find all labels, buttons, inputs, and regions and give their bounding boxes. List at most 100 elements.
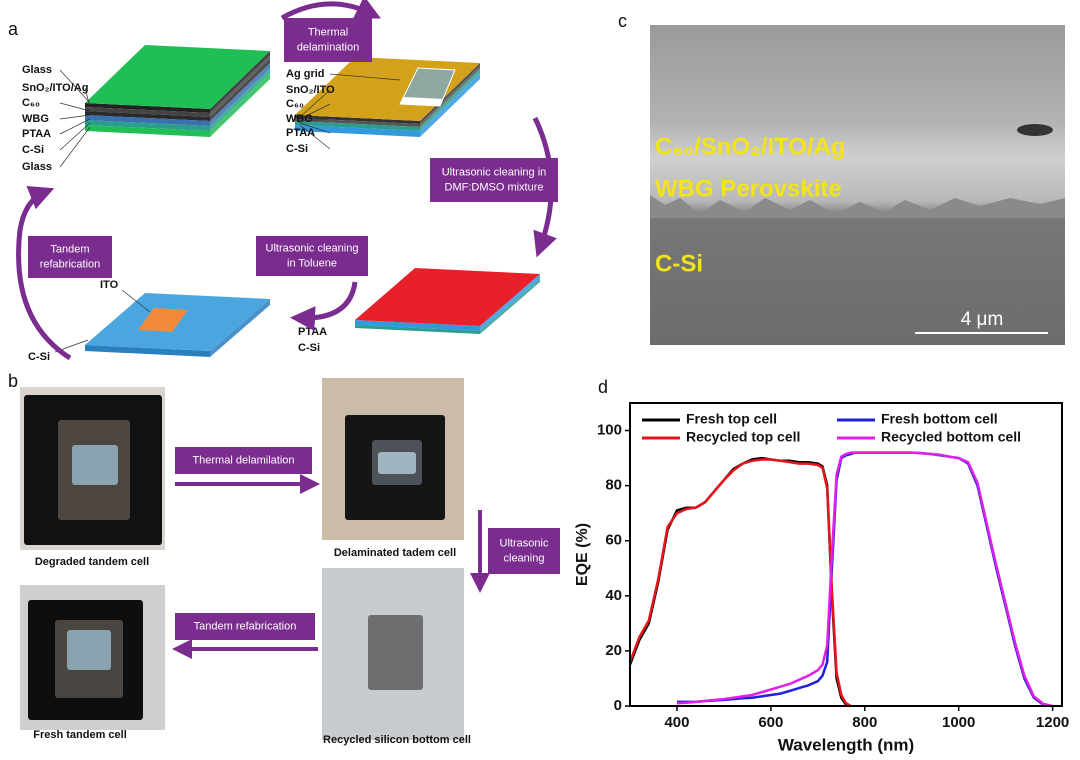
- plate-layer: [420, 69, 480, 131]
- plate-layer: [85, 107, 210, 117]
- label: 40: [605, 587, 622, 604]
- label: 4 μm: [961, 309, 1004, 330]
- label: PTAA: [286, 127, 315, 139]
- leader: [299, 124, 331, 150]
- plate-layer: [210, 55, 270, 117]
- photo-part: [368, 615, 423, 690]
- label: a: [8, 19, 19, 39]
- label: ITO: [100, 279, 119, 291]
- leader: [299, 89, 331, 118]
- label: Recycled bottom cell: [881, 429, 1021, 445]
- leader: [121, 289, 151, 313]
- leader: [59, 122, 91, 151]
- plate-layer: [210, 51, 270, 113]
- label: Glass: [22, 64, 52, 76]
- ag-grid: [399, 67, 456, 107]
- plot-frame: [629, 402, 1063, 707]
- label: delamination: [297, 41, 359, 53]
- label: WBG: [286, 113, 313, 125]
- label: Tandem refabrication: [194, 620, 297, 632]
- process-arrow: [16, 185, 72, 361]
- label: SnO₂/ITO: [286, 84, 335, 96]
- label: PTAA: [298, 326, 327, 338]
- label: b: [8, 371, 18, 391]
- label: Thermal delamilation: [192, 454, 294, 466]
- step-box: [256, 236, 368, 276]
- label: Delaminated tadem cell: [334, 547, 456, 559]
- step-box: [175, 613, 315, 640]
- label: 800: [852, 714, 877, 731]
- label: C₆₀: [22, 97, 40, 109]
- plate-layer: [85, 345, 210, 357]
- label: Ultrasonic: [500, 537, 549, 549]
- process-arrow: [290, 281, 358, 332]
- step-box: [28, 236, 112, 278]
- label: Ag grid: [286, 68, 325, 80]
- plate-layer: [420, 66, 480, 127]
- step-box: [488, 528, 560, 574]
- label: WBG: [22, 113, 49, 125]
- step-box: [175, 447, 312, 474]
- leader: [59, 118, 91, 135]
- eqe-line: [628, 458, 852, 708]
- sem-image: [650, 25, 1065, 345]
- plate-layer: [210, 63, 270, 126]
- plate-layer: [210, 59, 270, 121]
- photo-part: [378, 452, 416, 474]
- interface: [650, 195, 1065, 218]
- plate-layer: [420, 73, 480, 137]
- plate-layer: [85, 125, 210, 137]
- process-arrow: [280, 0, 381, 21]
- ag-grid-bar: [400, 97, 443, 106]
- label: Recycled top cell: [686, 429, 800, 445]
- label: Fresh bottom cell: [881, 411, 998, 427]
- plate-layer: [210, 299, 270, 357]
- process-arrow: [532, 116, 557, 258]
- plate-layer: [85, 115, 210, 126]
- label: 20: [605, 642, 622, 659]
- label: Fresh tandem cell: [33, 729, 127, 741]
- label: C-Si: [298, 342, 320, 354]
- label: c: [618, 11, 627, 31]
- label: 0: [614, 697, 622, 714]
- plate-top: [85, 45, 270, 109]
- leader: [84, 87, 91, 108]
- plate-layer: [480, 279, 540, 334]
- plate-layer: [295, 118, 420, 127]
- label: Degraded tandem cell: [35, 556, 149, 568]
- label: Ultrasonic cleaning: [266, 242, 359, 254]
- step-box: [284, 18, 372, 62]
- label: DMF:DMSO mixture: [445, 181, 544, 193]
- ito-pad: [138, 308, 188, 332]
- label: EQE (%): [574, 523, 591, 586]
- eqe-line: [676, 451, 1053, 708]
- label: 60: [605, 532, 622, 549]
- plate-layer: [420, 63, 480, 124]
- leader: [299, 103, 331, 120]
- label: 600: [758, 714, 783, 731]
- label: SnO₂/ITO/Ag: [22, 82, 88, 94]
- particle: [1017, 124, 1053, 136]
- label: 1000: [942, 714, 975, 731]
- eqe-line: [677, 451, 1053, 708]
- plate-layer: [295, 125, 420, 137]
- plate-top: [355, 268, 540, 326]
- label: 80: [605, 477, 622, 494]
- leader: [59, 102, 91, 112]
- label: C-Si: [22, 144, 44, 156]
- step-box: [430, 158, 558, 202]
- plate-layer: [355, 320, 480, 331]
- leader: [329, 73, 401, 81]
- label: C-Si: [286, 143, 308, 155]
- leader: [59, 126, 91, 168]
- label: Tandem: [50, 243, 89, 255]
- plate-layer: [85, 103, 210, 113]
- photo-part: [67, 630, 111, 670]
- label: C₆₀/SnO₂/ITO/Ag: [655, 133, 846, 160]
- plate-layer: [85, 120, 210, 131]
- leader: [299, 118, 331, 122]
- leader: [59, 69, 91, 104]
- label: WBG Perovskite: [655, 175, 842, 202]
- leader: [59, 114, 91, 120]
- plate-layer: [295, 121, 420, 131]
